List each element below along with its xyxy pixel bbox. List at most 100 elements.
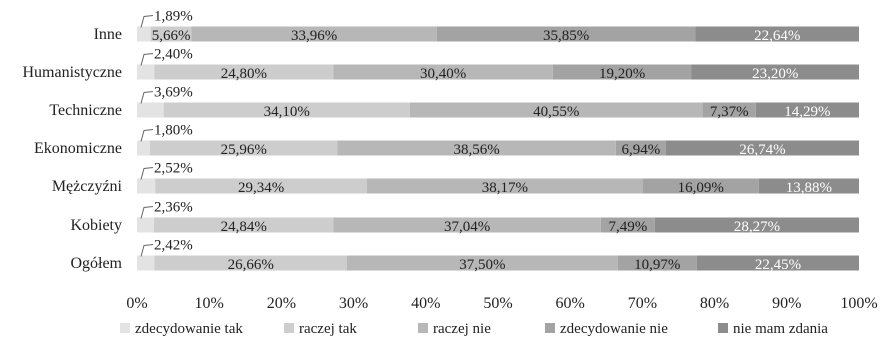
bar-techniczne-nie-mam-zdania [755, 102, 859, 118]
legend-label-raczej-nie: raczej nie [433, 321, 491, 337]
bar-ogolem-raczej-nie [346, 255, 618, 271]
leader-line-inne [140, 15, 154, 28]
bar-mezczyzni-raczej-tak [155, 178, 368, 194]
leader-line-techniczne [140, 91, 154, 104]
x-tick-label-30: 30% [339, 295, 368, 312]
category-label-kobiety: Kobiety [70, 217, 122, 234]
leader-line-ogolem [140, 244, 154, 257]
data-label-humanistyczne-raczej-nie: 30,40% [420, 66, 466, 82]
data-label-ekonomiczne-zdecydowanie-tak: 1,80% [154, 123, 193, 139]
data-label-ogolem-nie-mam-zdania: 22,45% [755, 257, 801, 273]
bar-ogolem-raczej-tak [154, 255, 347, 271]
data-label-kobiety-raczej-tak: 24,84% [221, 219, 267, 235]
data-label-ogolem-zdecydowanie-nie: 10,97% [634, 257, 680, 273]
data-label-ekonomiczne-zdecydowanie-nie: 6,94% [622, 142, 661, 158]
bar-ekonomiczne-zdecydowanie-tak [137, 140, 150, 156]
bar-mezczyzni-nie-mam-zdania [758, 178, 859, 194]
data-label-ogolem-raczej-tak: 26,66% [228, 257, 274, 273]
leader-line-ekonomiczne [140, 129, 154, 142]
x-axis-ticks: 0% 10% 20% 30% 40% 50% 60% 70% 80% 90% 100% [126, 295, 877, 312]
bar-kobiety-raczej-tak [154, 217, 334, 233]
data-label-ogolem-zdecydowanie-tak: 2,42% [154, 238, 193, 254]
bar-kobiety-zdecydowanie-tak [137, 217, 155, 233]
bar-mezczyzni-raczej-nie [367, 178, 643, 194]
data-label-techniczne-zdecydowanie-tak: 3,69% [154, 85, 193, 101]
data-label-kobiety-zdecydowanie-tak: 2,36% [154, 200, 193, 216]
data-label-humanistyczne-raczej-tak: 24,80% [221, 66, 267, 82]
legend-swatch-raczej-nie [418, 323, 428, 333]
legend-swatch-zdecydowanie-tak [120, 323, 130, 333]
x-tick-label-10: 10% [195, 295, 224, 312]
legend: zdecydowanie tak raczej tak raczej nie zdec… [120, 321, 828, 337]
bar-ogolem-zdecydowanie-nie [617, 255, 697, 271]
bar-ekonomiczne-raczej-nie [337, 140, 616, 156]
x-tick-label-40: 40% [411, 295, 440, 312]
bar-inne-zdecydowanie-nie [436, 26, 696, 42]
data-label-techniczne-nie-mam-zdania: 14,29% [784, 104, 830, 120]
data-label-mezczyzni-zdecydowanie-nie: 16,09% [678, 180, 724, 196]
bar-humanistyczne-zdecydowanie-nie [552, 64, 692, 80]
data-label-mezczyzni-nie-mam-zdania: 13,88% [786, 180, 832, 196]
category-label-techniczne: Techniczne [49, 102, 122, 119]
bar-techniczne-zdecydowanie-nie [702, 102, 756, 118]
leader-line-mezczyzni [140, 167, 154, 180]
legend-swatch-nie-mam-zdania [718, 323, 728, 333]
bar-ekonomiczne-raczej-tak [149, 140, 338, 156]
bar-kobiety-nie-mam-zdania [654, 217, 859, 233]
data-label-inne-zdecydowanie-nie: 35,85% [543, 28, 589, 44]
bars-group: 1,89% 5,66% 33,96% 35,85% 22,64% 2,40% 24,80% 3… [137, 9, 859, 273]
category-label-inne: Inne [94, 26, 122, 43]
bar-techniczne-zdecydowanie-tak [137, 102, 164, 118]
bar-humanistyczne-zdecydowanie-tak [137, 64, 155, 80]
data-label-humanistyczne-zdecydowanie-nie: 19,20% [599, 66, 645, 82]
x-tick-label-80: 80% [700, 295, 729, 312]
data-label-inne-raczej-tak: 5,66% [152, 28, 191, 44]
category-label-humanistyczne: Humanistyczne [22, 64, 122, 81]
data-label-inne-raczej-nie: 33,96% [291, 28, 337, 44]
data-label-ekonomiczne-raczej-nie: 38,56% [454, 142, 500, 158]
x-tick-label-50: 50% [483, 295, 512, 312]
data-label-kobiety-zdecydowanie-nie: 7,49% [608, 219, 647, 235]
bar-kobiety-zdecydowanie-nie [600, 217, 655, 233]
bar-inne-zdecydowanie-tak [137, 26, 151, 42]
x-tick-label-90: 90% [772, 295, 801, 312]
legend-swatch-raczej-tak [284, 323, 294, 333]
data-label-humanistyczne-zdecydowanie-tak: 2,40% [154, 47, 193, 63]
leader-line-kobiety [140, 206, 154, 219]
bar-inne-nie-mam-zdania [695, 26, 859, 42]
data-label-humanistyczne-nie-mam-zdania: 23,20% [752, 66, 798, 82]
legend-label-zdecydowanie-tak: zdecydowanie tak [135, 321, 243, 337]
category-label-ekonomiczne: Ekonomiczne [34, 140, 122, 157]
legend-label-nie-mam-zdania: nie mam zdania [733, 321, 828, 337]
leader-line-humanistyczne [140, 53, 154, 66]
legend-swatch-zdecydowanie-nie [545, 323, 555, 333]
data-label-techniczne-raczej-tak: 34,10% [264, 104, 310, 120]
bar-inne-raczej-nie [191, 26, 437, 42]
bar-techniczne-raczej-nie [409, 102, 703, 118]
bar-ogolem-nie-mam-zdania [696, 255, 859, 271]
data-label-ekonomiczne-raczej-tak: 25,96% [221, 142, 267, 158]
data-label-ogolem-raczej-nie: 37,50% [459, 257, 505, 273]
legend-label-zdecydowanie-nie: zdecydowanie nie [560, 321, 668, 337]
data-label-kobiety-raczej-nie: 37,04% [444, 219, 490, 235]
bar-ekonomiczne-nie-mam-zdania [665, 140, 859, 156]
bar-ogolem-zdecydowanie-tak [137, 255, 155, 271]
data-label-ekonomiczne-nie-mam-zdania: 26,74% [739, 142, 785, 158]
x-tick-label-20: 20% [267, 295, 296, 312]
bar-humanistyczne-raczej-tak [154, 64, 334, 80]
data-label-mezczyzni-zdecydowanie-tak: 2,52% [154, 161, 193, 177]
bar-mezczyzni-zdecydowanie-tak [137, 178, 156, 194]
bar-techniczne-raczej-tak [163, 102, 410, 118]
bar-kobiety-raczej-nie [333, 217, 601, 233]
data-label-mezczyzni-raczej-tak: 29,34% [238, 180, 284, 196]
legend-label-raczej-tak: raczej tak [299, 321, 357, 337]
data-label-mezczyzni-raczej-nie: 38,17% [482, 180, 528, 196]
bar-ekonomiczne-zdecydowanie-nie [615, 140, 666, 156]
x-tick-label-100: 100% [840, 295, 877, 312]
data-label-kobiety-nie-mam-zdania: 28,27% [734, 219, 780, 235]
x-tick-label-0: 0% [126, 295, 147, 312]
data-label-techniczne-zdecydowanie-nie: 7,37% [710, 104, 749, 120]
bar-humanistyczne-nie-mam-zdania [691, 64, 859, 80]
bar-humanistyczne-raczej-nie [333, 64, 553, 80]
